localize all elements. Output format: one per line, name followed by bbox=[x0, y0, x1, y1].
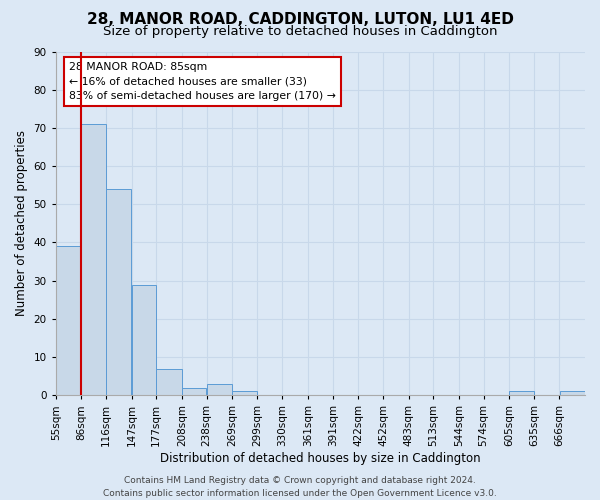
Bar bbox=[182, 388, 206, 396]
Bar bbox=[157, 368, 182, 396]
Text: Size of property relative to detached houses in Caddington: Size of property relative to detached ho… bbox=[103, 25, 497, 38]
Bar bbox=[232, 392, 257, 396]
Text: 28 MANOR ROAD: 85sqm
← 16% of detached houses are smaller (33)
83% of semi-detac: 28 MANOR ROAD: 85sqm ← 16% of detached h… bbox=[69, 62, 336, 102]
Text: Contains HM Land Registry data © Crown copyright and database right 2024.
Contai: Contains HM Land Registry data © Crown c… bbox=[103, 476, 497, 498]
Bar bbox=[560, 392, 585, 396]
Bar bbox=[207, 384, 232, 396]
Text: 28, MANOR ROAD, CADDINGTON, LUTON, LU1 4ED: 28, MANOR ROAD, CADDINGTON, LUTON, LU1 4… bbox=[86, 12, 514, 28]
Bar bbox=[56, 246, 81, 396]
X-axis label: Distribution of detached houses by size in Caddington: Distribution of detached houses by size … bbox=[160, 452, 481, 465]
Bar bbox=[106, 189, 131, 396]
Bar bbox=[82, 124, 106, 396]
Bar bbox=[131, 284, 156, 396]
Y-axis label: Number of detached properties: Number of detached properties bbox=[15, 130, 28, 316]
Bar bbox=[509, 392, 534, 396]
